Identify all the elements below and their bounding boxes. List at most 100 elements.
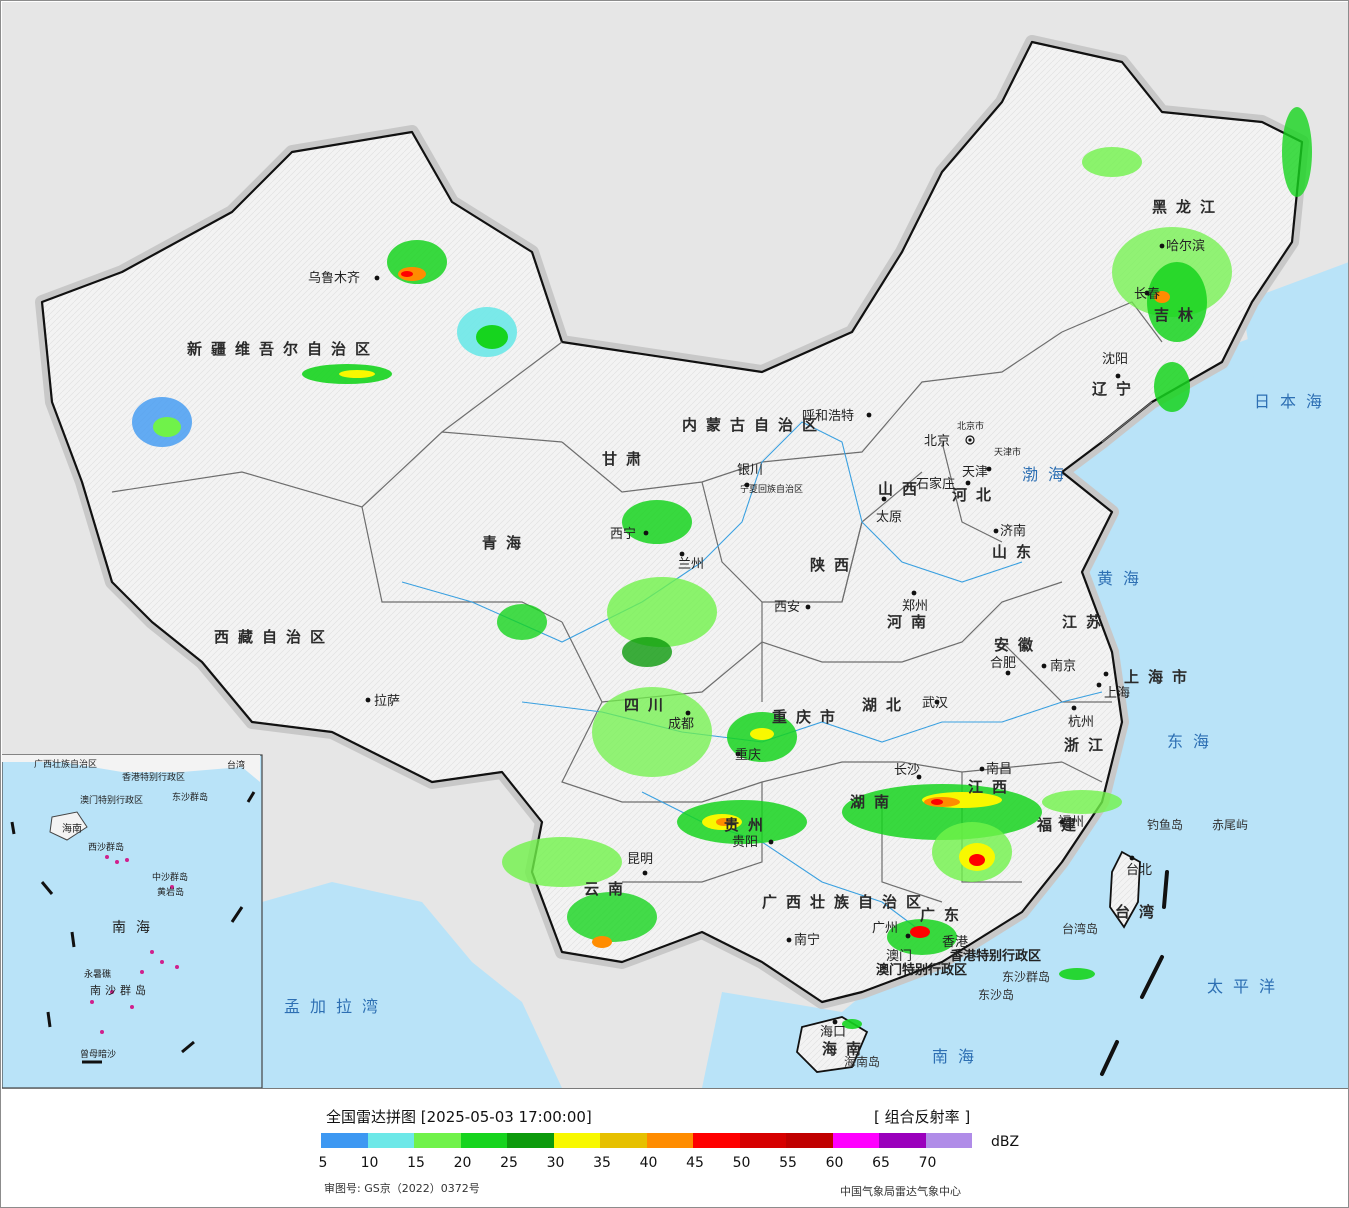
city-label-changchun: 长春: [1134, 287, 1160, 302]
sea-label-mengjialawan: 孟加拉湾: [284, 997, 388, 1016]
city-markers: [365, 243, 1165, 1025]
colorbar-swatch: [414, 1133, 461, 1148]
city-labels: 乌鲁木齐 拉萨 西宁 兰州 银川 呼和浩特 北京 天津 石家庄 太原 济南 西安…: [308, 238, 1205, 1040]
inset-label-zengmu: 曾母暗沙: [80, 1048, 116, 1060]
city-label-lhasa: 拉萨: [374, 694, 400, 709]
radar-echoes: [132, 107, 1312, 1029]
province-label-hongkong: 香港特别行政区: [949, 948, 1041, 964]
colorbar-swatch: [879, 1133, 926, 1148]
island-label-taiwandao: 台湾岛: [1062, 921, 1098, 936]
colorbar-tick-label: 15: [407, 1155, 425, 1171]
city-label-nanning: 南宁: [794, 932, 820, 948]
province-label-henan: 河南: [887, 613, 935, 631]
province-label-hubei: 湖北: [862, 696, 910, 714]
colorbar-swatch: [460, 1133, 507, 1148]
city-label-aomen: 澳门: [886, 948, 912, 964]
province-label-zhejiang: 浙江: [1064, 736, 1112, 754]
province-label-shaanxi: 陕西: [810, 556, 858, 574]
province-label-gansu: 甘肃: [602, 450, 650, 468]
province-label-hainan: 海南: [822, 1040, 870, 1058]
province-label-guangxi: 广西壮族自治区: [762, 893, 930, 911]
map-approval-number: 审图号: GS京（2022）0372号: [324, 1182, 480, 1195]
province-label-guizhou: 贵州: [724, 816, 772, 834]
province-label-jiangxi: 江西: [968, 778, 1016, 796]
province-label-macao: 澳门特别行政区: [876, 962, 967, 978]
island-label-dongshadao: 东沙岛: [978, 987, 1014, 1002]
city-label-xining: 西宁: [610, 526, 636, 542]
province-label-shanxi: 山西: [878, 480, 926, 498]
colorbar-swatch: [321, 1133, 368, 1148]
city-label-taiyuan: 太原: [876, 510, 902, 525]
colorbar-swatch: [367, 1133, 414, 1148]
island-label-hainandao: 海南岛: [844, 1054, 880, 1069]
colorbar-swatch: [507, 1133, 554, 1148]
province-label-xizang: 西藏自治区: [214, 628, 334, 646]
inset-label-dongsha: 东沙群岛: [172, 791, 208, 803]
sea-area-bay-of-bengal: [262, 882, 562, 1088]
inset-label-nanhai: 南海: [112, 920, 160, 936]
city-label-beijing: 北京: [924, 434, 950, 449]
city-label-urumqi: 乌鲁木齐: [308, 270, 360, 286]
province-label-jiangsu: 江苏: [1062, 613, 1110, 631]
colorbar-tick-label: 55: [779, 1155, 797, 1171]
colorbar-swatch: [553, 1133, 600, 1148]
colorbar-swatch: [646, 1133, 693, 1148]
south-china-sea-inset: 广西壮族自治区 香港特别行政区 澳门特别行政区 海南 东沙群岛 西沙群岛 中沙群…: [2, 754, 263, 1088]
city-label-wuhan: 武汉: [922, 696, 948, 711]
echo-southwest: [502, 687, 807, 948]
sea-label-donghai: 东海: [1167, 732, 1219, 751]
city-label-xian: 西安: [774, 600, 800, 615]
echo-southeast: [842, 784, 1122, 1029]
city-label-harbin: 哈尔滨: [1166, 238, 1205, 254]
province-label-shanghai: 上海市: [1124, 668, 1196, 686]
inset-label-huangyan: 黄岩岛: [157, 886, 184, 898]
sea-label-taipingyang: 太平洋: [1207, 977, 1285, 996]
inset-label-guangxi: 广西壮族自治区: [34, 758, 97, 770]
inset-label-nansha: 南沙群岛: [90, 983, 150, 997]
sea-label-nanhai: 南海: [932, 1047, 984, 1066]
province-label-sichuan: 四川: [624, 696, 672, 714]
colorbar-tick-label: 25: [500, 1155, 518, 1171]
inset-label-xisha: 西沙群岛: [88, 841, 124, 853]
city-label-shenyang: 沈阳: [1102, 352, 1128, 367]
province-label-taiwan: 台湾: [1115, 903, 1163, 921]
province-label-tianjin: 天津市: [994, 446, 1021, 458]
island-label-dongshaqundao: 东沙群岛: [1002, 969, 1050, 984]
legend-product: [ 组合反射率 ]: [874, 1108, 971, 1126]
echo-xinjiang: [132, 240, 517, 447]
city-label-jinan: 济南: [1000, 523, 1026, 539]
province-label-fujian: 福建: [1036, 816, 1085, 834]
province-label-guangdong: 广东: [920, 906, 968, 924]
hainan-island: [796, 1016, 869, 1073]
island-label-diaoyudao: 钓鱼岛: [1147, 817, 1183, 832]
sea-area-east: [702, 302, 1348, 1088]
inset-label-macao: 澳门特别行政区: [80, 794, 143, 806]
legend-credit: 中国气象局雷达气象中心: [840, 1185, 961, 1198]
island-labels: 钓鱼岛 赤尾屿 东沙群岛 东沙岛 海南岛 台湾岛: [844, 817, 1248, 1069]
city-label-shanghai: 上海: [1104, 686, 1130, 701]
province-label-neimenggu: 内蒙古自治区: [682, 416, 826, 434]
maritime-boundary-segments: [1100, 870, 1169, 1076]
province-label-shandong: 山东: [992, 543, 1040, 561]
colorbar-tick-label: 10: [360, 1155, 379, 1171]
radar-map[interactable]: 广西壮族自治区 香港特别行政区 澳门特别行政区 海南 东沙群岛 西沙群岛 中沙群…: [2, 2, 1349, 1089]
province-label-qinghai: 青海: [482, 534, 530, 552]
city-label-chengdu: 成都: [668, 717, 694, 732]
legend-title: 全国雷达拼图 [2025-05-03 17:00:00]: [326, 1108, 592, 1126]
city-label-zhengzhou: 郑州: [902, 599, 928, 614]
city-label-yinchuan: 银川: [737, 463, 763, 478]
city-label-hohhot: 呼和浩特: [802, 409, 854, 424]
colorbar-ticks: 5 10 15 20 25 30 35 40 45 50 55 60 65 70: [319, 1155, 1021, 1173]
inset-label-yongshu: 永暑礁: [84, 968, 111, 980]
taiwan-island: [1109, 850, 1141, 929]
legend-panel: 全国雷达拼图 [2025-05-03 17:00:00] [ 组合反射率 ] d…: [1, 1089, 1348, 1207]
province-label-liaoning: 辽宁: [1092, 380, 1140, 398]
city-label-chongqing: 重庆: [735, 747, 761, 763]
inset-label-hongkong: 香港特别行政区: [122, 771, 185, 783]
echo-northwest: [497, 500, 717, 667]
province-label-heilongjiang: 黑龙江: [1152, 198, 1224, 216]
colorbar-tick-label: 35: [593, 1155, 611, 1171]
colorbar-tick-label: 30: [546, 1155, 565, 1171]
provincial-boundaries: [111, 301, 1163, 903]
city-label-guiyang: 贵阳: [732, 835, 758, 850]
